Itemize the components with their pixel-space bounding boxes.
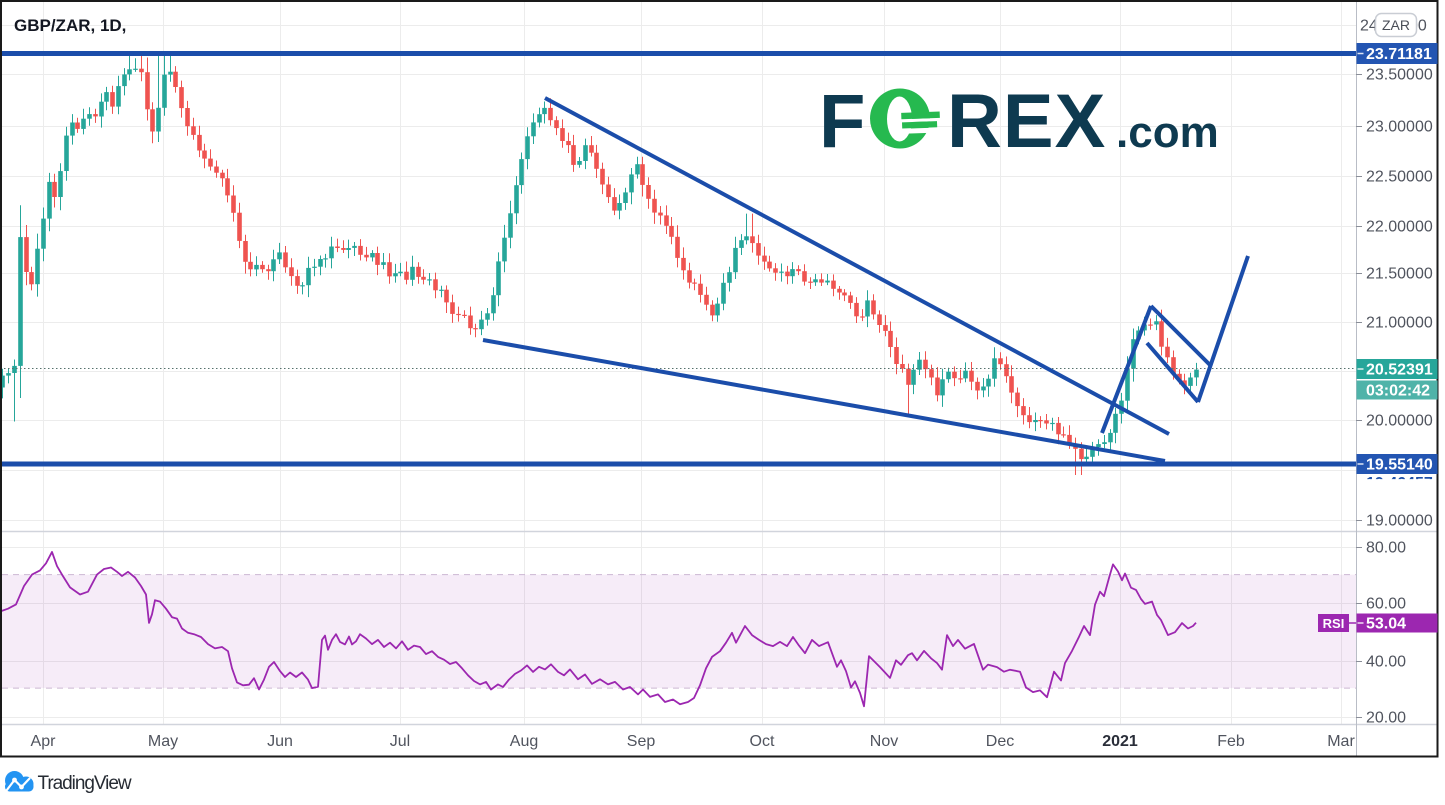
svg-text:Apr: Apr	[31, 733, 57, 750]
svg-text:Feb: Feb	[1217, 733, 1245, 750]
svg-text:21.50000: 21.50000	[1366, 266, 1433, 283]
svg-text:80.00: 80.00	[1366, 540, 1406, 557]
svg-text:20.00000: 20.00000	[1366, 413, 1433, 430]
svg-text:F: F	[819, 79, 865, 164]
svg-text:19.00000: 19.00000	[1366, 513, 1433, 530]
svg-text:Nov: Nov	[870, 733, 898, 750]
svg-text:REX: REX	[947, 79, 1106, 164]
svg-text:23.71181: 23.71181	[1366, 46, 1432, 63]
svg-text:Jun: Jun	[267, 733, 293, 750]
svg-text:May: May	[148, 733, 178, 750]
svg-text:21.00000: 21.00000	[1366, 315, 1433, 332]
svg-text:ZAR: ZAR	[1382, 17, 1410, 33]
svg-text:Jul: Jul	[390, 733, 410, 750]
svg-text:RSI: RSI	[1323, 616, 1345, 631]
svg-text:19.55140: 19.55140	[1366, 457, 1433, 474]
svg-text:23.00000: 23.00000	[1366, 119, 1433, 136]
svg-text:Oct: Oct	[750, 733, 775, 750]
svg-text:22.50000: 22.50000	[1366, 169, 1433, 186]
svg-text:23.50000: 23.50000	[1366, 67, 1433, 84]
svg-text:Sep: Sep	[627, 733, 656, 750]
svg-text:19.46457: 19.46457	[1366, 475, 1433, 492]
svg-text:03:02:42: 03:02:42	[1366, 383, 1430, 400]
svg-text:2021: 2021	[1102, 733, 1138, 750]
svg-text:53.04: 53.04	[1366, 616, 1406, 633]
svg-text:Dec: Dec	[986, 733, 1014, 750]
svg-text:22.00000: 22.00000	[1366, 219, 1433, 236]
svg-text:40.00: 40.00	[1366, 654, 1406, 671]
svg-text:TradingView: TradingView	[38, 773, 132, 794]
svg-text:Mar: Mar	[1327, 733, 1355, 750]
svg-text:.com: .com	[1116, 108, 1219, 157]
svg-text:GBP/ZAR, 1D,: GBP/ZAR, 1D,	[14, 16, 126, 35]
svg-text:60.00: 60.00	[1366, 596, 1406, 613]
svg-text:20.00: 20.00	[1366, 710, 1406, 727]
svg-text:20.52391: 20.52391	[1366, 362, 1433, 379]
svg-text:Aug: Aug	[510, 733, 538, 750]
